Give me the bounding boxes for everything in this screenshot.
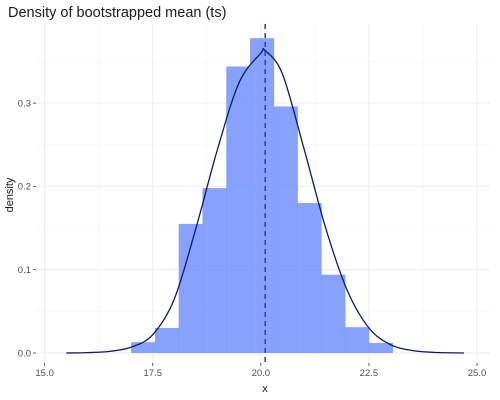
x-tick-label: 25.0 [468,368,487,379]
histogram-bar [154,328,179,354]
histogram-bar [250,38,275,354]
y-axis-ticks: 0.0 0.1 0.2 0.3 [18,98,36,359]
x-tick-label: 22.5 [360,368,379,379]
y-tick-label: 0.1 [18,265,31,276]
histogram-bar [368,343,394,354]
density-curve [66,47,465,354]
y-tick-label: 0.0 [18,348,31,359]
x-tick-label: 15.0 [35,368,54,379]
x-tick-label: 17.5 [143,368,162,379]
histogram-bar [321,274,346,354]
histogram-bar [297,203,322,354]
histogram-bar [273,106,298,354]
histogram-bar [131,342,156,354]
x-tick-label: 20.0 [252,368,271,379]
histogram-bar [178,223,203,354]
chart-title: Density of bootstrapped mean (ts) [8,5,226,21]
y-axis-label: density [4,177,16,212]
x-axis-label: x [262,383,268,395]
y-tick-label: 0.2 [18,182,31,193]
histogram-bar [226,66,251,354]
x-axis-ticks: 15.0 17.5 20.0 22.5 25.0 [35,363,486,379]
histogram-bar [345,327,370,354]
histogram-bars [131,38,394,354]
y-tick-label: 0.3 [18,98,31,109]
histogram-bar [202,188,227,354]
